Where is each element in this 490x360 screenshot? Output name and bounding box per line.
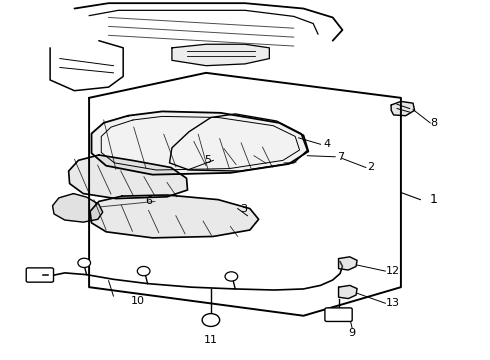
Circle shape bbox=[137, 266, 150, 276]
Polygon shape bbox=[52, 194, 103, 222]
Text: 8: 8 bbox=[430, 118, 437, 128]
Polygon shape bbox=[172, 44, 270, 66]
FancyBboxPatch shape bbox=[325, 308, 352, 321]
Polygon shape bbox=[339, 285, 357, 298]
FancyBboxPatch shape bbox=[26, 268, 53, 282]
Polygon shape bbox=[339, 257, 357, 270]
Text: 13: 13 bbox=[386, 298, 400, 308]
Polygon shape bbox=[90, 195, 259, 238]
Text: 7: 7 bbox=[338, 152, 344, 162]
Text: 10: 10 bbox=[131, 296, 145, 306]
Text: 1: 1 bbox=[430, 193, 438, 206]
Text: 3: 3 bbox=[240, 203, 247, 213]
Text: 6: 6 bbox=[146, 197, 152, 206]
Circle shape bbox=[225, 272, 238, 281]
Text: 5: 5 bbox=[204, 156, 211, 165]
Text: 12: 12 bbox=[386, 266, 400, 276]
Circle shape bbox=[202, 314, 220, 327]
Polygon shape bbox=[69, 155, 188, 199]
Text: 4: 4 bbox=[323, 139, 330, 149]
Text: 2: 2 bbox=[367, 162, 374, 172]
Circle shape bbox=[78, 258, 91, 267]
Text: 9: 9 bbox=[348, 328, 356, 338]
Polygon shape bbox=[391, 102, 415, 116]
Text: 11: 11 bbox=[204, 336, 218, 345]
Polygon shape bbox=[92, 111, 308, 175]
